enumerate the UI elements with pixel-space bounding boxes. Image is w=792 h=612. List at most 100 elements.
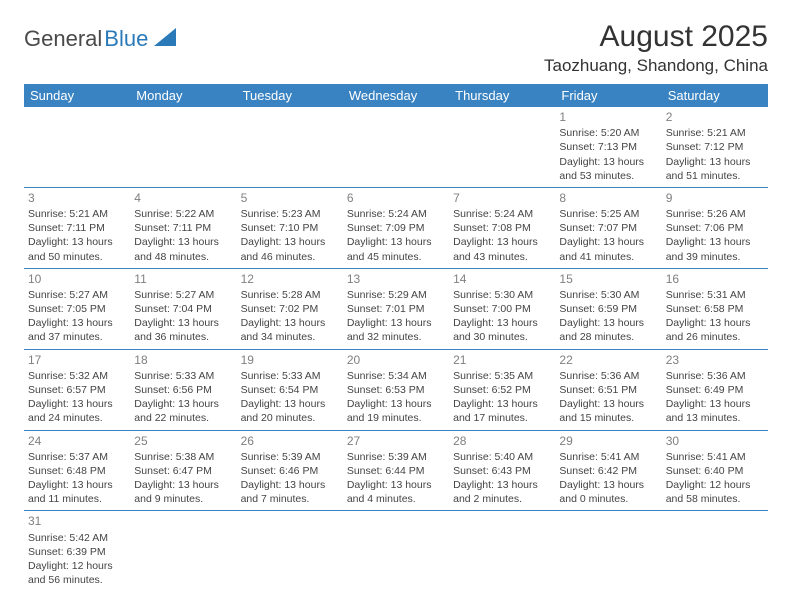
day-number: 25	[134, 433, 232, 449]
daylight-text: Daylight: 13 hours and 7 minutes.	[241, 478, 339, 506]
day-number: 8	[559, 190, 657, 206]
calendar-cell: 2Sunrise: 5:21 AMSunset: 7:12 PMDaylight…	[662, 107, 768, 187]
sunrise-text: Sunrise: 5:41 AM	[559, 450, 657, 464]
day-number: 21	[453, 352, 551, 368]
sunrise-text: Sunrise: 5:31 AM	[666, 288, 764, 302]
calendar-cell: 9Sunrise: 5:26 AMSunset: 7:06 PMDaylight…	[662, 187, 768, 268]
sunset-text: Sunset: 6:59 PM	[559, 302, 657, 316]
sunset-text: Sunset: 7:09 PM	[347, 221, 445, 235]
sunrise-text: Sunrise: 5:23 AM	[241, 207, 339, 221]
daylight-text: Daylight: 13 hours and 53 minutes.	[559, 155, 657, 183]
sunset-text: Sunset: 7:12 PM	[666, 140, 764, 154]
sunset-text: Sunset: 6:48 PM	[28, 464, 126, 478]
day-number: 10	[28, 271, 126, 287]
sunset-text: Sunset: 6:44 PM	[347, 464, 445, 478]
daylight-text: Daylight: 13 hours and 48 minutes.	[134, 235, 232, 263]
daylight-text: Daylight: 13 hours and 36 minutes.	[134, 316, 232, 344]
sunrise-text: Sunrise: 5:27 AM	[134, 288, 232, 302]
sunrise-text: Sunrise: 5:21 AM	[666, 126, 764, 140]
day-number: 7	[453, 190, 551, 206]
sunrise-text: Sunrise: 5:30 AM	[453, 288, 551, 302]
sunrise-text: Sunrise: 5:33 AM	[134, 369, 232, 383]
sunrise-text: Sunrise: 5:36 AM	[559, 369, 657, 383]
calendar-cell	[449, 107, 555, 187]
sunset-text: Sunset: 7:11 PM	[28, 221, 126, 235]
day-number: 11	[134, 271, 232, 287]
weekday-header: Tuesday	[237, 84, 343, 107]
day-number: 31	[28, 513, 126, 529]
logo: General Blue	[24, 26, 176, 52]
day-number: 19	[241, 352, 339, 368]
sunrise-text: Sunrise: 5:38 AM	[134, 450, 232, 464]
calendar-cell	[237, 511, 343, 591]
calendar-cell: 7Sunrise: 5:24 AMSunset: 7:08 PMDaylight…	[449, 187, 555, 268]
daylight-text: Daylight: 13 hours and 28 minutes.	[559, 316, 657, 344]
daylight-text: Daylight: 12 hours and 58 minutes.	[666, 478, 764, 506]
calendar-cell: 17Sunrise: 5:32 AMSunset: 6:57 PMDayligh…	[24, 349, 130, 430]
day-number: 2	[666, 109, 764, 125]
daylight-text: Daylight: 13 hours and 37 minutes.	[28, 316, 126, 344]
daylight-text: Daylight: 13 hours and 51 minutes.	[666, 155, 764, 183]
daylight-text: Daylight: 13 hours and 41 minutes.	[559, 235, 657, 263]
calendar-cell: 6Sunrise: 5:24 AMSunset: 7:09 PMDaylight…	[343, 187, 449, 268]
logo-text-blue: Blue	[104, 26, 148, 52]
day-number: 14	[453, 271, 551, 287]
day-number: 30	[666, 433, 764, 449]
daylight-text: Daylight: 13 hours and 0 minutes.	[559, 478, 657, 506]
day-number: 17	[28, 352, 126, 368]
calendar-cell: 19Sunrise: 5:33 AMSunset: 6:54 PMDayligh…	[237, 349, 343, 430]
sunset-text: Sunset: 6:51 PM	[559, 383, 657, 397]
sunset-text: Sunset: 7:13 PM	[559, 140, 657, 154]
sunset-text: Sunset: 7:01 PM	[347, 302, 445, 316]
daylight-text: Daylight: 13 hours and 34 minutes.	[241, 316, 339, 344]
sunset-text: Sunset: 6:47 PM	[134, 464, 232, 478]
calendar-cell: 25Sunrise: 5:38 AMSunset: 6:47 PMDayligh…	[130, 430, 236, 511]
daylight-text: Daylight: 13 hours and 13 minutes.	[666, 397, 764, 425]
calendar-cell: 30Sunrise: 5:41 AMSunset: 6:40 PMDayligh…	[662, 430, 768, 511]
day-number: 18	[134, 352, 232, 368]
daylight-text: Daylight: 13 hours and 50 minutes.	[28, 235, 126, 263]
weekday-header: Wednesday	[343, 84, 449, 107]
sunrise-text: Sunrise: 5:39 AM	[347, 450, 445, 464]
sunset-text: Sunset: 6:57 PM	[28, 383, 126, 397]
calendar-cell: 26Sunrise: 5:39 AMSunset: 6:46 PMDayligh…	[237, 430, 343, 511]
daylight-text: Daylight: 13 hours and 46 minutes.	[241, 235, 339, 263]
sunset-text: Sunset: 6:49 PM	[666, 383, 764, 397]
weekday-header: Monday	[130, 84, 236, 107]
sunrise-text: Sunrise: 5:34 AM	[347, 369, 445, 383]
logo-text-general: General	[24, 26, 102, 52]
daylight-text: Daylight: 13 hours and 17 minutes.	[453, 397, 551, 425]
sunset-text: Sunset: 6:52 PM	[453, 383, 551, 397]
sunrise-text: Sunrise: 5:30 AM	[559, 288, 657, 302]
sunset-text: Sunset: 6:39 PM	[28, 545, 126, 559]
calendar-cell	[130, 511, 236, 591]
daylight-text: Daylight: 13 hours and 26 minutes.	[666, 316, 764, 344]
daylight-text: Daylight: 13 hours and 45 minutes.	[347, 235, 445, 263]
day-number: 6	[347, 190, 445, 206]
sunset-text: Sunset: 6:46 PM	[241, 464, 339, 478]
day-number: 12	[241, 271, 339, 287]
logo-sail-icon	[154, 28, 176, 46]
sunrise-text: Sunrise: 5:29 AM	[347, 288, 445, 302]
sunrise-text: Sunrise: 5:22 AM	[134, 207, 232, 221]
day-number: 4	[134, 190, 232, 206]
weekday-header: Friday	[555, 84, 661, 107]
sunrise-text: Sunrise: 5:21 AM	[28, 207, 126, 221]
sunset-text: Sunset: 6:53 PM	[347, 383, 445, 397]
sunset-text: Sunset: 7:04 PM	[134, 302, 232, 316]
daylight-text: Daylight: 13 hours and 11 minutes.	[28, 478, 126, 506]
calendar-cell: 8Sunrise: 5:25 AMSunset: 7:07 PMDaylight…	[555, 187, 661, 268]
sunset-text: Sunset: 6:40 PM	[666, 464, 764, 478]
sunrise-text: Sunrise: 5:41 AM	[666, 450, 764, 464]
calendar-cell: 15Sunrise: 5:30 AMSunset: 6:59 PMDayligh…	[555, 268, 661, 349]
daylight-text: Daylight: 12 hours and 56 minutes.	[28, 559, 126, 587]
day-number: 13	[347, 271, 445, 287]
sunset-text: Sunset: 7:08 PM	[453, 221, 551, 235]
calendar-cell	[237, 107, 343, 187]
calendar-cell: 29Sunrise: 5:41 AMSunset: 6:42 PMDayligh…	[555, 430, 661, 511]
sunset-text: Sunset: 7:10 PM	[241, 221, 339, 235]
sunset-text: Sunset: 7:07 PM	[559, 221, 657, 235]
sunrise-text: Sunrise: 5:25 AM	[559, 207, 657, 221]
daylight-text: Daylight: 13 hours and 43 minutes.	[453, 235, 551, 263]
calendar-cell: 12Sunrise: 5:28 AMSunset: 7:02 PMDayligh…	[237, 268, 343, 349]
